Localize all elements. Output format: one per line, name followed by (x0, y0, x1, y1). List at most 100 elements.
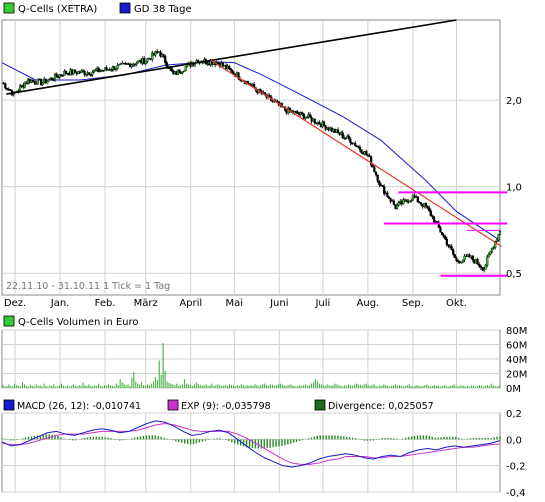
candle-body (324, 125, 327, 130)
candle-body (440, 232, 444, 236)
candle-body (495, 239, 498, 242)
candle-body (432, 216, 436, 223)
candle-body (110, 69, 113, 72)
x-tick-label: Feb. (95, 298, 116, 309)
candle-body (97, 67, 100, 72)
candle-body (397, 202, 400, 206)
candle-body (347, 135, 350, 140)
candle-body (170, 67, 173, 71)
candle-body (410, 200, 413, 202)
candle-body (114, 68, 118, 71)
candle-body (55, 73, 58, 77)
x-tick-label: Juni (269, 298, 288, 309)
macd-y-labels: 0,2 0,0 -0,2 -0,4 (506, 409, 526, 499)
y-tick-label: -0,4 (506, 488, 526, 499)
candle-body (31, 80, 35, 82)
price-marks (1, 19, 508, 277)
x-tick-label: Jan. (50, 298, 70, 309)
candle-body (39, 78, 43, 85)
candle-body (486, 256, 489, 266)
candle-body (461, 259, 465, 263)
candle-body (497, 234, 500, 241)
y-tick-label: 0,5 (506, 269, 522, 280)
candle-body (455, 257, 458, 261)
candle-body (144, 61, 147, 65)
candle-body (228, 65, 231, 69)
candle-body (476, 259, 479, 265)
candle-body (229, 68, 232, 71)
legend-label-ma: GD 38 Tage (134, 4, 192, 15)
candle-body (322, 121, 326, 126)
candle-body (237, 72, 240, 80)
candle-body (83, 71, 86, 75)
candle-body (444, 236, 447, 240)
candle-body (386, 192, 389, 197)
candle-body (494, 241, 497, 248)
y-tick-label: 60M (506, 341, 527, 352)
ma-line (1, 61, 501, 241)
candle-body (302, 113, 305, 119)
candle-body (428, 207, 431, 211)
macd-marks (1, 420, 501, 468)
div-legend-swatch (314, 399, 326, 411)
candle-body (405, 199, 408, 202)
volume-legend-swatch (3, 315, 15, 327)
candle-body (164, 56, 167, 64)
candle-body (381, 185, 384, 187)
div-legend-label: Divergence: 0,025057 (328, 401, 434, 412)
candle-body (178, 69, 181, 74)
candle-body (349, 138, 352, 144)
candle-body (358, 146, 362, 150)
candle-body (387, 196, 391, 199)
y-tick-label: 20M (506, 370, 527, 381)
candle-body (102, 70, 105, 72)
candle-body (392, 200, 395, 205)
candle-body (490, 247, 494, 252)
candle-body (484, 264, 487, 270)
candle-body (450, 246, 453, 251)
candle-body (308, 114, 312, 118)
candle-body (50, 77, 54, 80)
macd-line (1, 420, 501, 468)
legend-swatch-ma (119, 2, 131, 14)
candle-body (41, 82, 44, 85)
candle-body (105, 67, 108, 70)
candle-body (376, 174, 379, 182)
candle-body (429, 210, 432, 217)
candle-body (373, 166, 376, 173)
y-tick-label: 0,0 (506, 435, 522, 446)
candle-body (85, 73, 88, 76)
candle-body (94, 70, 97, 72)
candle-body (452, 249, 455, 255)
candle-body (487, 253, 490, 258)
candle-body (301, 112, 304, 115)
candle-body (354, 142, 357, 147)
price-panel-frame (1, 19, 501, 296)
candle-body (442, 234, 445, 237)
candle-body (181, 71, 184, 73)
x-tick-label: Aug. (357, 298, 380, 309)
candle-body (408, 200, 411, 203)
candle-body (268, 94, 271, 97)
candle-body (481, 267, 484, 271)
candle-body (18, 85, 22, 91)
y-tick-label: 0M (506, 384, 521, 395)
x-tick-label: Dez. (4, 298, 26, 309)
candle-body (445, 238, 448, 245)
candle-body (366, 154, 369, 156)
exp-legend-label: EXP (9): -0,035798 (181, 401, 271, 412)
candle-body (489, 251, 492, 255)
candle-body (135, 62, 138, 65)
candle-body (357, 146, 360, 148)
candle-body (374, 171, 378, 176)
x-tick-label: Okt. (446, 298, 467, 309)
x-tick-label: März (134, 298, 158, 309)
candle-body (58, 74, 61, 78)
price-legend: Q-Cells (XETRA) GD 38 Tage (3, 2, 192, 15)
candle-body (91, 71, 94, 75)
x-tick-label: Sep. (402, 298, 424, 309)
uptrend-line (6, 19, 457, 95)
candle-body (341, 132, 344, 138)
candle-body (370, 156, 373, 166)
candle-body (231, 69, 234, 74)
